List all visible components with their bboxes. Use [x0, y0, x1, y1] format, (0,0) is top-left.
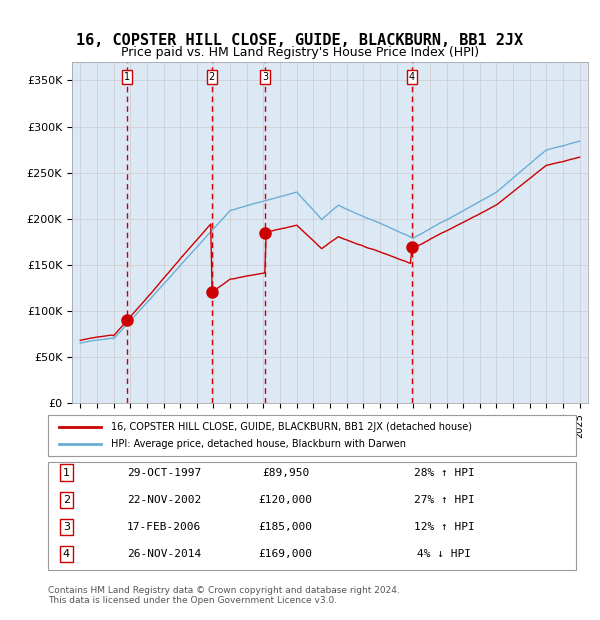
- Text: 16, COPSTER HILL CLOSE, GUIDE, BLACKBURN, BB1 2JX: 16, COPSTER HILL CLOSE, GUIDE, BLACKBURN…: [76, 33, 524, 48]
- Text: 12% ↑ HPI: 12% ↑ HPI: [413, 522, 475, 532]
- Text: £185,000: £185,000: [259, 522, 313, 532]
- Text: 26-NOV-2014: 26-NOV-2014: [127, 549, 202, 559]
- Text: 29-OCT-1997: 29-OCT-1997: [127, 467, 202, 478]
- Text: 1: 1: [124, 73, 130, 82]
- FancyBboxPatch shape: [48, 415, 576, 456]
- Text: This data is licensed under the Open Government Licence v3.0.: This data is licensed under the Open Gov…: [48, 596, 337, 606]
- Text: 1: 1: [63, 467, 70, 478]
- Text: 4: 4: [409, 73, 415, 82]
- Text: 27% ↑ HPI: 27% ↑ HPI: [413, 495, 475, 505]
- Text: 4% ↓ HPI: 4% ↓ HPI: [417, 549, 471, 559]
- Text: 17-FEB-2006: 17-FEB-2006: [127, 522, 202, 532]
- Text: 3: 3: [262, 73, 268, 82]
- Text: 22-NOV-2002: 22-NOV-2002: [127, 495, 202, 505]
- Text: Price paid vs. HM Land Registry's House Price Index (HPI): Price paid vs. HM Land Registry's House …: [121, 46, 479, 59]
- Text: 2: 2: [63, 495, 70, 505]
- FancyBboxPatch shape: [48, 462, 576, 570]
- Text: £169,000: £169,000: [259, 549, 313, 559]
- Text: Contains HM Land Registry data © Crown copyright and database right 2024.: Contains HM Land Registry data © Crown c…: [48, 586, 400, 595]
- Text: 4: 4: [63, 549, 70, 559]
- Text: £120,000: £120,000: [259, 495, 313, 505]
- Text: HPI: Average price, detached house, Blackburn with Darwen: HPI: Average price, detached house, Blac…: [112, 440, 406, 450]
- Text: £89,950: £89,950: [262, 467, 309, 478]
- Text: 28% ↑ HPI: 28% ↑ HPI: [413, 467, 475, 478]
- Text: 3: 3: [63, 522, 70, 532]
- Text: 2: 2: [209, 73, 215, 82]
- Text: 16, COPSTER HILL CLOSE, GUIDE, BLACKBURN, BB1 2JX (detached house): 16, COPSTER HILL CLOSE, GUIDE, BLACKBURN…: [112, 422, 472, 432]
